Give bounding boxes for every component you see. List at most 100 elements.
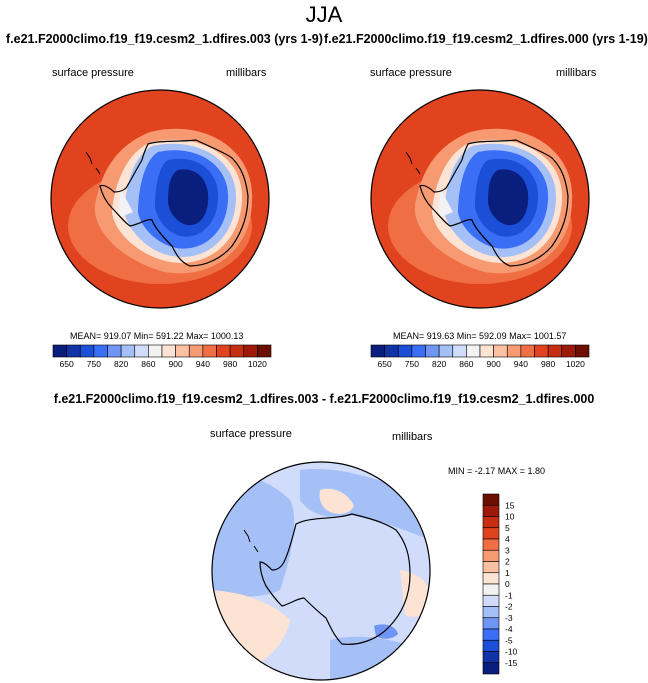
diff-colorbar-swatch-12 [482,628,500,641]
left-colorbar-swatch-4 [107,344,122,358]
right-colorbar-swatch-13 [547,344,563,358]
right-stats: MEAN= 919.63 Min= 592.09 Max= 1001.57 [393,331,567,341]
diff-colorbar-swatch-14 [482,651,500,664]
diff-stats: MIN = -2.17 MAX = 1.80 [448,466,546,476]
left-colorbar-swatch-0 [52,344,67,358]
right-map-south-america-tip [405,151,421,175]
diff-units-label: millibars [392,431,433,443]
right-colorbar-swatch-10 [506,344,522,358]
diff-map [212,462,430,680]
left-units-label: millibars [226,67,267,79]
right-map-border [370,89,590,309]
diff-map-south-america-tip [243,529,259,553]
left-case-title: f.e21.F2000climo.f19_f19.cesm2_1.dfires.… [6,32,323,46]
left-colorbar-swatch-3 [93,344,108,358]
left-colorbar-swatch-13 [229,344,245,358]
right-colorbar-swatch-12 [534,344,549,358]
left-colorbar-swatch-11 [202,344,217,358]
diff-colorbar-swatch-11 [482,617,500,630]
right-colorbar-swatch-2 [397,344,413,358]
left-map-band-7 [168,169,209,226]
right-map-coastline [419,139,569,267]
diff-map-positive-north [319,488,354,514]
diff-colorbar-swatch-3 [482,527,500,540]
diff-colorbar-swatch-1 [482,504,500,517]
right-case-title: f.e21.F2000climo.f19_f19.cesm2_1.dfires.… [324,32,648,46]
right-colorbar-swatch-11 [520,344,535,358]
left-colorbar-tick-label: 860 [141,359,155,369]
diff-colorbar-swatch-8 [482,583,500,596]
right-colorbar-swatch-8 [479,344,494,358]
left-colorbar-swatch-12 [216,344,231,358]
diff-colorbar-swatch-4 [482,538,500,551]
left-colorbar-swatch-2 [79,344,95,358]
left-colorbar-tick-label: 750 [87,359,101,369]
right-colorbar-tick-label: 940 [514,359,528,369]
right-colorbar-swatch-15 [575,344,590,358]
left-colorbar-swatch-8 [161,344,176,358]
right-colorbar-tick-label: 1020 [566,359,585,369]
left-colorbar: 650 750 820 860 900 940 980 1020 [52,344,272,369]
right-colorbar-tick-label: 820 [432,359,446,369]
right-colorbar-tick-label: 650 [378,359,392,369]
right-colorbar: 650 750 820 860 900 940 980 1020 [370,344,590,369]
left-colorbar-swatch-15 [257,344,272,358]
left-stats: MEAN= 919.07 Min= 591.22 Max= 1000.13 [70,331,244,341]
right-colorbar-swatch-3 [411,344,426,358]
left-colorbar-tick-label: 1020 [248,359,267,369]
left-colorbar-swatch-10 [188,344,204,358]
right-colorbar-swatch-6 [452,344,467,358]
left-colorbar-tick-label: 900 [169,359,183,369]
left-map-coastline [99,139,249,267]
right-colorbar-tick-label: 750 [405,359,419,369]
left-colorbar-swatch-1 [66,344,81,358]
right-colorbar-swatch-7 [466,344,481,358]
left-colorbar-swatch-5 [120,344,136,358]
diff-title: f.e21.F2000climo.f19_f19.cesm2_1.dfires.… [53,392,595,406]
left-colorbar-tick-label: 820 [114,359,128,369]
diff-colorbar-tick-label: 0 [505,579,510,589]
diff-colorbar-swatch-0 [482,493,500,506]
left-colorbar-tick-label: 940 [196,359,210,369]
diff-colorbar-swatch-15 [482,662,500,675]
diff-colorbar-tick-label: -4 [505,624,513,634]
right-map [371,90,589,308]
right-units-label: millibars [556,67,597,79]
left-map-border [50,89,270,309]
left-colorbar-swatch-6 [134,344,149,358]
diff-variable-label: surface pressure [210,428,292,440]
right-variable-label: surface pressure [370,67,452,79]
diff-colorbar-tick-label: 15 [505,500,515,510]
right-colorbar-swatch-0 [370,344,385,358]
diff-map-coastline [259,513,411,645]
left-map [51,90,269,308]
left-colorbar-tick-label: 980 [223,359,237,369]
diff-colorbar-swatch-13 [482,639,500,652]
right-colorbar-swatch-9 [493,344,508,358]
diff-colorbar-tick-label: 1 [505,568,510,578]
diff-colorbar-tick-label: 10 [505,512,515,522]
diff-map-border [211,461,431,681]
diff-colorbar-tick-label: -5 [505,635,513,645]
diff-colorbar-swatch-2 [482,516,500,529]
diff-colorbar-tick-label: 5 [505,523,510,533]
left-map-south-america-tip [85,151,101,175]
left-map-peninsula [118,188,133,218]
diff-colorbar-tick-label: -2 [505,602,513,612]
diff-colorbar-tick-label: 2 [505,557,510,567]
left-variable-label: surface pressure [52,67,134,79]
right-colorbar-tick-label: 860 [459,359,473,369]
diff-colorbar-tick-label: 3 [505,545,510,555]
right-colorbar-swatch-14 [561,344,576,358]
diff-colorbar-tick-label: 4 [505,534,510,544]
left-colorbar-tick-label: 650 [60,359,74,369]
diff-colorbar-tick-label: -3 [505,613,513,623]
diff-colorbar-tick-label: -10 [505,647,518,657]
right-map-peninsula [438,188,453,218]
diff-colorbar-tick-label: -1 [505,590,513,600]
right-colorbar-swatch-1 [384,344,399,358]
left-colorbar-swatch-14 [243,344,258,358]
right-map-band-7 [488,169,529,226]
